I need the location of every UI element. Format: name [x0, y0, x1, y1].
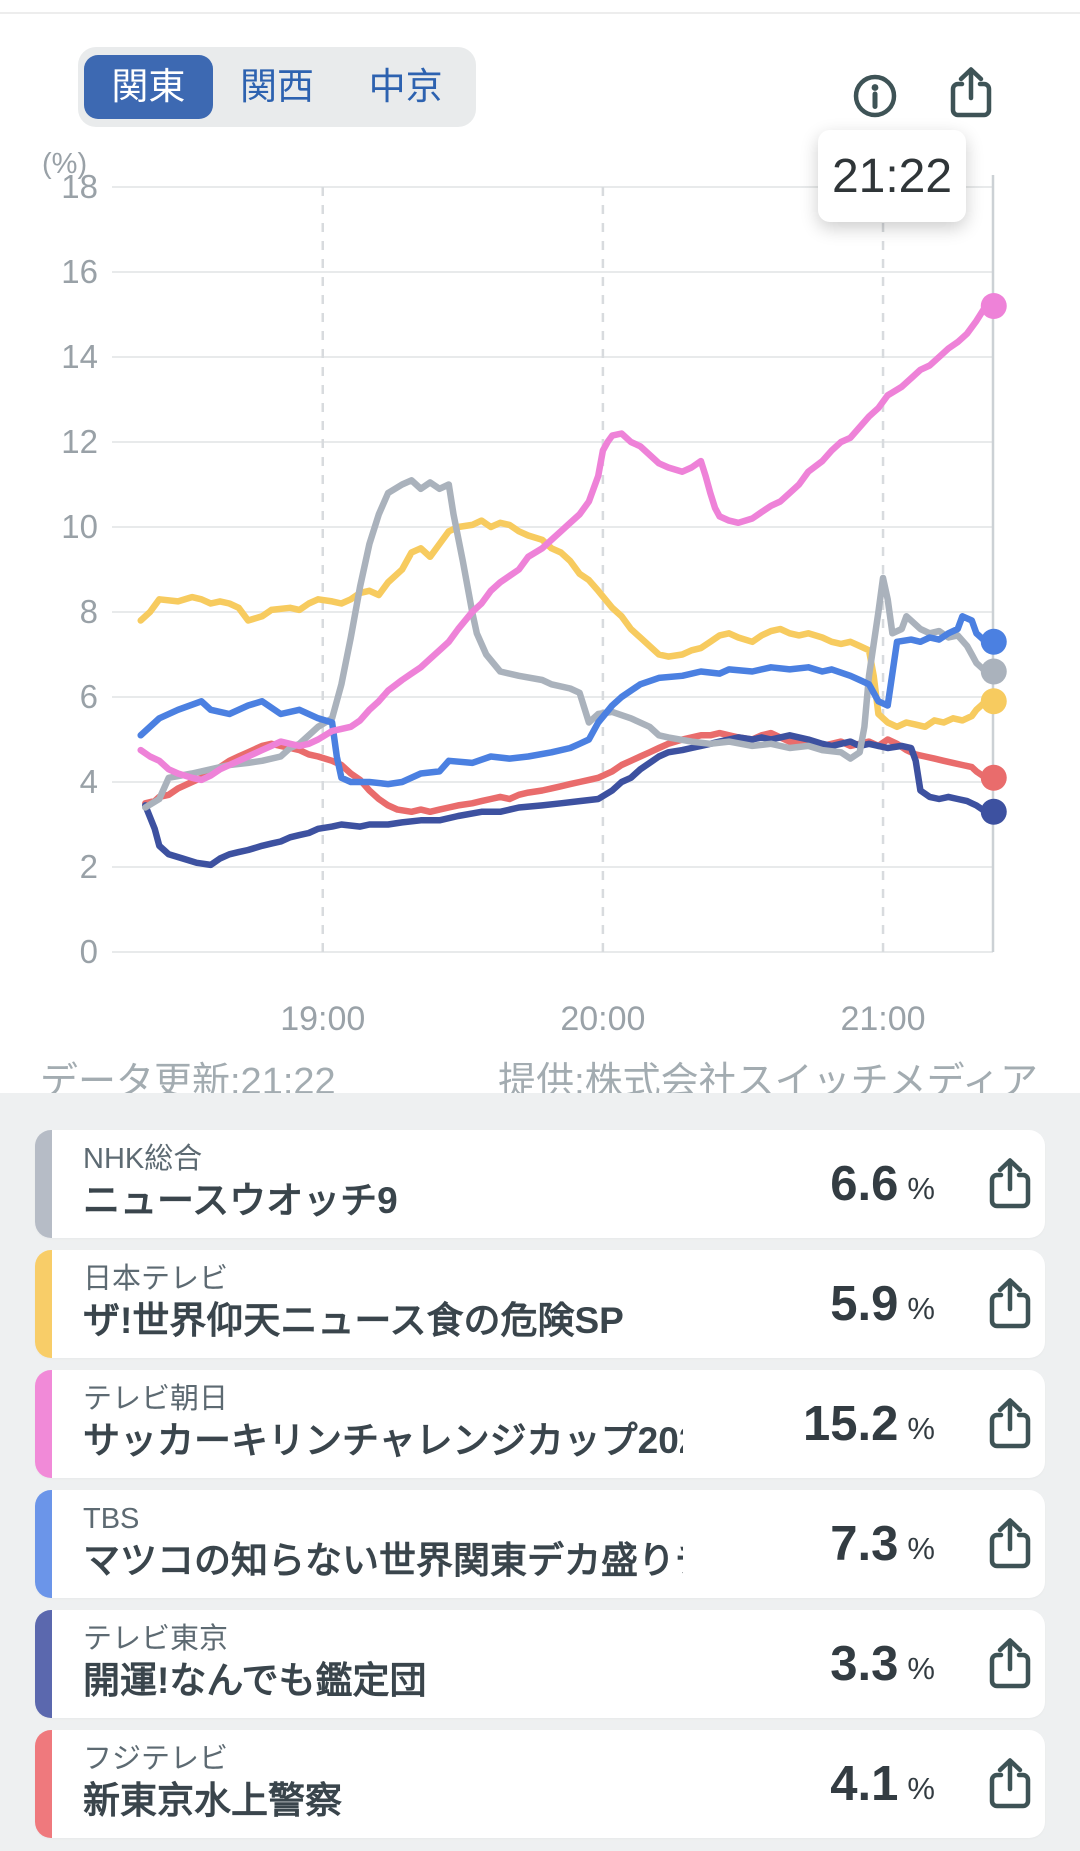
- rating-unit: %: [907, 1171, 935, 1206]
- rating-unit: %: [907, 1291, 935, 1326]
- y-tick-label: 10: [61, 508, 98, 545]
- channel-color-bar: [35, 1370, 52, 1478]
- tab-kansai[interactable]: 関西: [240, 66, 314, 107]
- y-tick-label: 14: [61, 338, 98, 375]
- rating-unit: %: [907, 1651, 935, 1686]
- program-row[interactable]: フジテレビ 新東京水上警察 4.1 %: [35, 1730, 1045, 1838]
- y-tick-label: 2: [79, 848, 98, 885]
- channel-name: 日本テレビ: [83, 1263, 229, 1295]
- tab-chukyo[interactable]: 中京: [368, 66, 443, 107]
- channel-color-bar: [35, 1730, 52, 1838]
- channel-name: NHK総合: [83, 1143, 203, 1175]
- rating-unit: %: [907, 1411, 935, 1446]
- y-tick-label: 0: [79, 933, 98, 970]
- program-row[interactable]: TBS マツコの知らない世界関東デカ盛りチャレ… 7.3 %: [35, 1490, 1045, 1598]
- y-tick-label: 12: [61, 423, 98, 460]
- rating-unit: %: [907, 1771, 935, 1806]
- x-tick-label: 19:00: [280, 1000, 366, 1038]
- program-title: 新東京水上警察: [83, 1780, 342, 1821]
- share-icon[interactable]: [946, 66, 996, 120]
- rating: 6.6 %: [830, 1130, 935, 1238]
- program-row[interactable]: テレビ東京 開運!なんでも鑑定団 3.3 %: [35, 1610, 1045, 1718]
- current-time-badge: 21:22: [818, 130, 966, 222]
- y-tick-label: 4: [79, 763, 98, 800]
- share-icon[interactable]: [985, 1277, 1035, 1331]
- rating: 15.2 %: [803, 1370, 935, 1478]
- tab-kanto[interactable]: 関東: [84, 55, 213, 119]
- channel-name: テレビ朝日: [83, 1383, 229, 1415]
- program-title: サッカーキリンチャレンジカップ2025: [83, 1420, 683, 1461]
- channel-name: TBS: [83, 1503, 140, 1535]
- program-title: ニュースウオッチ9: [83, 1180, 398, 1221]
- channel-name: フジテレビ: [83, 1743, 229, 1775]
- y-tick-label: 18: [61, 168, 98, 205]
- rating: 4.1 %: [830, 1730, 935, 1838]
- rating: 7.3 %: [830, 1490, 935, 1598]
- ratings-chart[interactable]: (%) 0 2 4 6 8 10 12 14 16 18 19:00 20:00 21:00: [0, 0, 1080, 1060]
- region-tabbar: 関東 関西 中京: [78, 47, 476, 127]
- share-icon[interactable]: [985, 1757, 1035, 1811]
- share-icon[interactable]: [985, 1637, 1035, 1691]
- rating-unit: %: [907, 1531, 935, 1566]
- share-icon[interactable]: [985, 1397, 1035, 1451]
- rating: 3.3 %: [830, 1610, 935, 1718]
- program-title: ザ!世界仰天ニュース食の危険SP: [83, 1300, 624, 1341]
- rating-value: 4.1: [830, 1757, 899, 1811]
- program-row[interactable]: テレビ朝日 サッカーキリンチャレンジカップ2025 15.2 %: [35, 1370, 1045, 1478]
- program-title: マツコの知らない世界関東デカ盛りチャレ…: [83, 1540, 683, 1581]
- program-row[interactable]: NHK総合 ニュースウオッチ9 6.6 %: [35, 1130, 1045, 1238]
- rating-value: 3.3: [830, 1637, 899, 1691]
- channel-name: テレビ東京: [83, 1623, 229, 1655]
- program-title: 開運!なんでも鑑定団: [83, 1660, 427, 1701]
- share-icon[interactable]: [985, 1157, 1035, 1211]
- y-axis-unit-label: (%): [42, 148, 88, 180]
- channel-color-bar: [35, 1610, 52, 1718]
- info-icon[interactable]: [850, 69, 900, 123]
- y-tick-label: 16: [61, 253, 98, 290]
- program-row[interactable]: 日本テレビ ザ!世界仰天ニュース食の危険SP 5.9 %: [35, 1250, 1045, 1358]
- x-tick-label: 21:00: [840, 1000, 926, 1038]
- channel-color-bar: [35, 1250, 52, 1358]
- y-tick-label: 6: [79, 678, 98, 715]
- channel-color-bar: [35, 1130, 52, 1238]
- rating: 5.9 %: [830, 1250, 935, 1358]
- y-tick-label: 8: [79, 593, 98, 630]
- share-icon[interactable]: [985, 1517, 1035, 1571]
- top-divider: [0, 12, 1080, 14]
- x-tick-label: 20:00: [560, 1000, 646, 1038]
- rating-value: 15.2: [803, 1397, 899, 1451]
- channel-color-bar: [35, 1490, 52, 1598]
- rating-value: 6.6: [830, 1157, 899, 1211]
- rating-value: 5.9: [830, 1277, 899, 1331]
- rating-value: 7.3: [830, 1517, 899, 1571]
- chart-canvas[interactable]: [0, 0, 1080, 1060]
- program-list: NHK総合 ニュースウオッチ9 6.6 % 日本テレビ ザ!世界仰天ニュース食の…: [0, 1093, 1080, 1851]
